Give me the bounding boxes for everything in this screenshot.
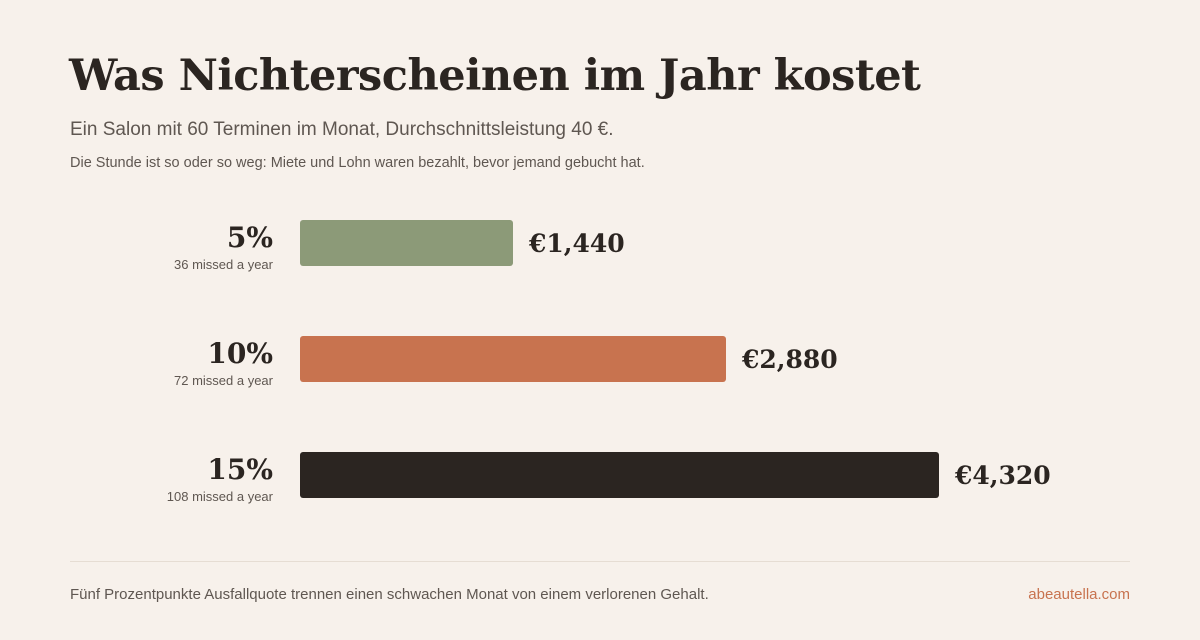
bar-value-label: €1,440	[528, 229, 625, 258]
footer-text: Fünf Prozentpunkte Ausfallquote trennen …	[70, 586, 709, 603]
bar-category-label: 15%	[207, 453, 273, 486]
footer-divider	[70, 561, 1130, 562]
bar-sublabel: 108 missed a year	[167, 489, 274, 504]
page-subtitle: Ein Salon mit 60 Terminen im Monat, Durc…	[70, 119, 614, 140]
bar	[300, 452, 939, 498]
bar	[300, 336, 726, 382]
footer-link[interactable]: abeautella.com	[1028, 586, 1130, 603]
page-title: Was Nichterscheinen im Jahr kostet	[69, 51, 921, 101]
bar-sublabel: 72 missed a year	[174, 373, 274, 388]
bar-sublabel: 36 missed a year	[174, 257, 274, 272]
bar-category-label: 5%	[227, 221, 273, 254]
page-note: Die Stunde ist so oder so weg: Miete und…	[70, 155, 645, 171]
bar-value-label: €4,320	[954, 461, 1051, 490]
bar-value-label: €2,880	[741, 345, 838, 374]
bar-category-label: 10%	[207, 337, 273, 370]
bar	[300, 220, 513, 266]
